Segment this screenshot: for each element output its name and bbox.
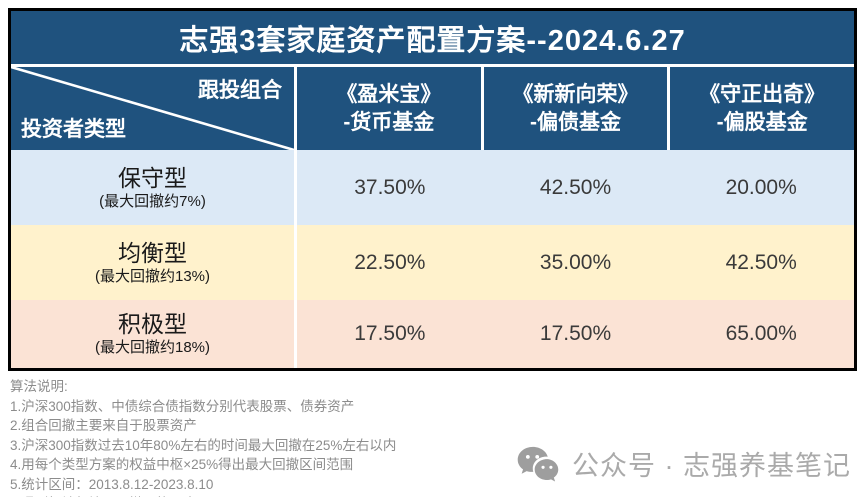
- row-drawdown-note: (最大回撤约7%): [99, 192, 206, 210]
- notes-heading: 算法说明:: [10, 379, 68, 394]
- column-header-line1: 《盈米宝》: [336, 82, 442, 106]
- allocation-value: 17.50%: [354, 322, 426, 345]
- column-header-money-fund: 《盈米宝》 -货币基金: [297, 67, 481, 150]
- table-row-aggressive: 积极型 (最大回撤约18%) 17.50% 17.50% 65.00%: [11, 300, 854, 368]
- corner-label-investor-type: 投资者类型: [21, 118, 126, 141]
- note-line: 1.沪深300指数、中债综合债指数分别代表股票、债券资产: [10, 398, 355, 414]
- column-header-stock-fund: 《守正出奇》 -偏股基金: [667, 67, 855, 150]
- row-type-name: 保守型: [118, 164, 187, 191]
- wechat-icon: [517, 446, 559, 481]
- corner-header-cell: 跟投组合 投资者类型: [11, 67, 297, 150]
- watermark: 公众号 · 志强养基笔记: [516, 444, 851, 483]
- column-header-line2: -偏股基金: [716, 110, 808, 134]
- table-row-conservative: 保守型 (最大回撤约7%) 37.50% 42.50% 20.00%: [11, 150, 854, 225]
- row-type-name: 均衡型: [118, 239, 187, 266]
- allocation-value: 20.00%: [725, 175, 797, 199]
- row-values: 17.50% 17.50% 65.00%: [297, 300, 854, 368]
- table-header-row: 跟投组合 投资者类型 《盈米宝》 -货币基金 《新新向荣》 -偏债基金 《守正出…: [11, 67, 855, 150]
- allocation-value: 42.50%: [725, 250, 797, 274]
- allocation-value: 42.50%: [539, 175, 612, 199]
- allocation-value: 17.50%: [539, 322, 612, 345]
- watermark-text: 公众号 · 志强养基笔记: [572, 451, 851, 481]
- row-label-cell: 积极型 (最大回撤约18%): [11, 300, 297, 368]
- allocation-value: 65.00%: [725, 322, 797, 345]
- algorithm-notes: 算法说明: 1.沪深300指数、中债综合债指数分别代表股票、债券资产 2.组合回…: [10, 377, 396, 497]
- column-header-line1: 《新新向荣》: [512, 82, 639, 106]
- row-label-cell: 均衡型 (最大回撤约13%): [11, 225, 297, 300]
- column-header-line2: -偏债基金: [530, 110, 621, 134]
- row-values: 22.50% 35.00% 42.50%: [297, 225, 854, 300]
- allocation-value: 37.50%: [354, 175, 426, 199]
- allocation-value: 22.50%: [354, 250, 426, 274]
- table-row-balanced: 均衡型 (最大回撤约13%) 22.50% 35.00% 42.50%: [11, 225, 854, 300]
- note-line: 3.沪深300指数过去10年80%左右的时间最大回撤在25%左右以内: [10, 437, 397, 453]
- page-title: 志强3套家庭资产配置方案--2024.6.27: [179, 24, 686, 57]
- note-line: 2.组合回撤主要来自于股票资产: [10, 418, 197, 433]
- row-label-cell: 保守型 (最大回撤约7%): [11, 150, 297, 225]
- asset-allocation-table: 志强3套家庭资产配置方案--2024.6.27 跟投组合 投资者类型 《盈米宝》…: [8, 8, 857, 371]
- diagonal-divider: [11, 67, 294, 150]
- note-line: 4.用每个类型方案的权益中枢×25%得出最大回撤区间范围: [10, 457, 354, 472]
- column-header-bond-fund: 《新新向荣》 -偏债基金: [480, 67, 668, 150]
- column-header-line1: 《守正出奇》: [699, 82, 826, 106]
- column-header-line2: -货币基金: [343, 110, 435, 134]
- row-drawdown-note: (最大回撤约13%): [94, 267, 210, 285]
- row-values: 37.50% 42.50% 20.00%: [297, 150, 854, 225]
- allocation-value: 35.00%: [539, 250, 612, 274]
- corner-label-portfolio: 跟投组合: [198, 79, 282, 102]
- note-line: 5.统计区间：2013.8.12-2023.8.10: [10, 476, 214, 492]
- title-bar: 志强3套家庭资产配置方案--2024.6.27: [11, 11, 854, 67]
- row-type-name: 积极型: [118, 311, 187, 337]
- row-drawdown-note: (最大回撤约18%): [94, 339, 210, 356]
